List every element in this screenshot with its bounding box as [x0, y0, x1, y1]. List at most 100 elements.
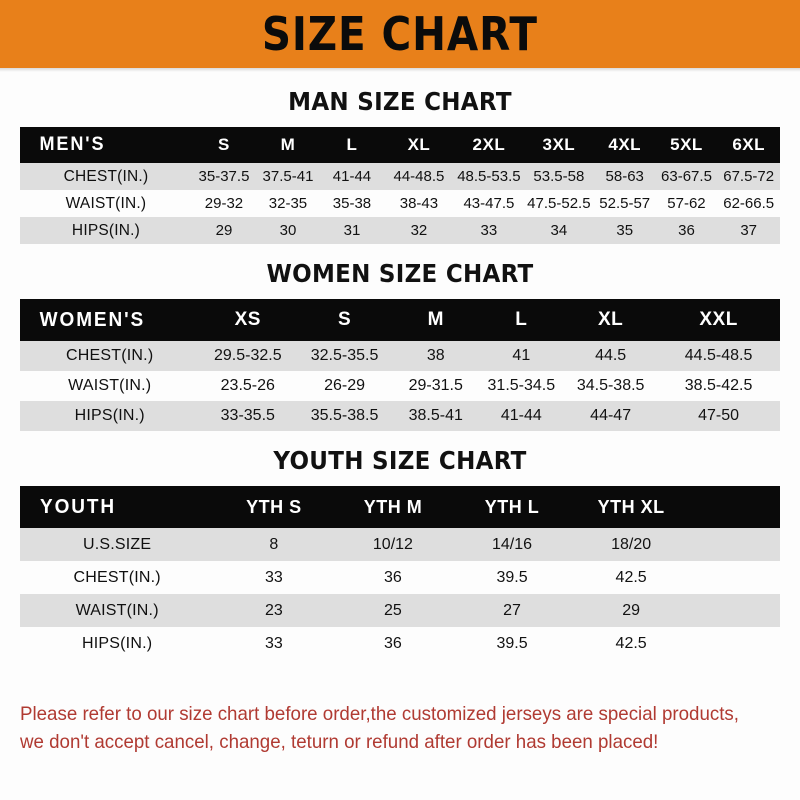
youth-chest-xl: 42.5 [615, 568, 647, 586]
women-col-header-l: L [515, 309, 528, 330]
men-chest-3xl: 53.5-58 [533, 168, 585, 185]
men-hips-6xl: 37 [740, 222, 758, 239]
youth-waist-s: 23 [264, 601, 283, 619]
women-hips-xxl: 47-50 [698, 407, 740, 424]
men-row-label-hips: HIPS(IN.) [71, 221, 141, 239]
men-col-header-s: S [218, 135, 230, 154]
women-hips-xs: 33-35.5 [220, 407, 275, 424]
women-waist-l: 31.5-34.5 [487, 377, 556, 394]
men-chest-l: 41-44 [332, 168, 372, 185]
men-row-label-waist: WAIST(IN.) [65, 194, 147, 212]
women-waist-xl: 34.5-38.5 [576, 377, 645, 394]
youth-col-header-spacer [691, 486, 780, 528]
women-waist-s: 26-29 [324, 377, 366, 394]
men-row-label-chest: CHEST(IN.) [63, 167, 149, 185]
youth-waist-spacer [691, 594, 780, 627]
women-waist-xs: 23.5-26 [220, 377, 275, 394]
men-col-header-xl: XL [407, 135, 431, 154]
footer-line-2: we don't accept cancel, change, teturn o… [20, 731, 659, 753]
table-row: HIPS(IN.) 33 36 39.5 42.5 [20, 627, 780, 660]
men-waist-4xl: 52.5-57 [599, 195, 651, 212]
page-banner: SIZE CHART [0, 0, 800, 68]
women-row-label-header: WOMEN'S [39, 308, 146, 331]
men-chest-m: 37.5-41 [262, 168, 314, 185]
men-hips-m: 30 [279, 222, 297, 239]
women-table-body: CHEST(IN.) 29.5-32.5 32.5-35.5 38 41 44.… [20, 341, 780, 431]
table-row: HIPS(IN.) 33-35.5 35.5-38.5 38.5-41 41-4… [20, 401, 780, 431]
women-hips-l: 41-44 [500, 407, 542, 424]
men-chest-s: 35-37.5 [198, 168, 250, 185]
men-hips-s: 29 [215, 222, 233, 239]
men-size-table: MEN'S S M L XL 2XL 3XL 4XL 5XL 6XL CHEST [20, 127, 780, 244]
youth-row-label-waist: WAIST(IN.) [75, 601, 159, 619]
men-chest-2xl: 48.5-53.5 [457, 168, 521, 185]
youth-header-row: YOUTH YTH S YTH M YTH L YTH XL [20, 486, 780, 528]
women-chest-xxl: 44.5-48.5 [684, 347, 753, 364]
footer-line-1: Please refer to our size chart before or… [20, 702, 739, 725]
women-col-header-xs: XS [234, 309, 261, 330]
table-row: WAIST(IN.) 29-32 32-35 35-38 38-43 43-47… [20, 190, 780, 217]
men-waist-s: 29-32 [204, 195, 244, 212]
women-header-row: WOMEN'S XS S M L XL XXL [20, 299, 780, 341]
table-row: CHEST(IN.) 35-37.5 37.5-41 41-44 44-48.5… [20, 163, 780, 190]
women-chest-l: 41 [512, 347, 531, 364]
women-hips-m: 38.5-41 [408, 407, 463, 424]
women-table-head: WOMEN'S XS S M L XL XXL [20, 299, 780, 341]
youth-size-table: YOUTH YTH S YTH M YTH L YTH XL U.S.SIZE … [20, 486, 780, 660]
men-col-header-2xl: 2XL [472, 135, 506, 154]
page-title: SIZE CHART [261, 7, 538, 61]
men-col-header-4xl: 4XL [608, 135, 642, 154]
youth-col-header-ythm-s: YTH S [246, 496, 302, 517]
men-col-header-6xl: 6XL [732, 135, 766, 154]
youth-row-label-ussize: U.S.SIZE [83, 535, 152, 553]
youth-hips-s: 33 [264, 634, 283, 652]
men-table-head: MEN'S S M L XL 2XL 3XL 4XL 5XL 6XL [20, 127, 780, 163]
youth-row-label-hips: HIPS(IN.) [82, 634, 153, 652]
table-row: WAIST(IN.) 23 25 27 29 [20, 594, 780, 627]
youth-chest-m: 36 [384, 568, 402, 586]
youth-row-label-chest: CHEST(IN.) [73, 568, 161, 586]
youth-table-body: U.S.SIZE 8 10/12 14/16 18/20 CHEST(IN.) … [20, 528, 780, 660]
youth-col-header-ythm-l: YTH L [484, 496, 540, 517]
youth-col-header-ythm-xl: YTH XL [597, 496, 665, 517]
youth-hips-xl: 42.5 [615, 634, 647, 652]
men-table-body: CHEST(IN.) 35-37.5 37.5-41 41-44 44-48.5… [20, 163, 780, 244]
women-chest-m: 38 [426, 347, 445, 364]
women-row-label-chest: CHEST(IN.) [66, 347, 154, 364]
men-col-header-l: L [346, 135, 358, 154]
youth-chest-spacer [691, 561, 780, 594]
youth-waist-m: 25 [384, 601, 402, 619]
section-women: WOMEN SIZE CHART WOMEN'S XS S M L XL XXL [20, 244, 780, 431]
youth-hips-m: 36 [384, 634, 402, 652]
men-waist-6xl: 62-66.5 [723, 195, 775, 212]
youth-chest-l: 39.5 [496, 568, 528, 586]
chart-content: MAN SIZE CHART MEN'S S M L XL 2XL 3XL 4X… [0, 72, 800, 800]
section-men: MAN SIZE CHART MEN'S S M L XL 2XL 3XL 4X… [20, 72, 780, 244]
men-hips-5xl: 36 [678, 222, 695, 239]
women-waist-m: 29-31.5 [408, 377, 463, 394]
table-row: CHEST(IN.) 29.5-32.5 32.5-35.5 38 41 44.… [20, 341, 780, 371]
table-row: CHEST(IN.) 33 36 39.5 42.5 [20, 561, 780, 594]
men-hips-4xl: 35 [616, 222, 634, 239]
youth-ussize-s: 8 [269, 535, 279, 553]
youth-ussize-m: 10/12 [372, 535, 413, 553]
men-hips-l: 31 [343, 222, 361, 239]
men-waist-l: 35-38 [332, 195, 372, 212]
women-col-header-s: S [337, 309, 352, 330]
table-row: HIPS(IN.) 29 30 31 32 33 34 35 36 37 [20, 217, 780, 244]
men-waist-5xl: 57-62 [667, 195, 706, 212]
women-row-label-hips: HIPS(IN.) [74, 407, 145, 424]
men-header-row: MEN'S S M L XL 2XL 3XL 4XL 5XL 6XL [20, 127, 780, 163]
women-hips-xl: 44-47 [590, 407, 632, 424]
women-chest-s: 32.5-35.5 [310, 347, 379, 364]
table-row: WAIST(IN.) 23.5-26 26-29 29-31.5 31.5-34… [20, 371, 780, 401]
youth-row-label-header: YOUTH [40, 495, 117, 518]
youth-table-head: YOUTH YTH S YTH M YTH L YTH XL [20, 486, 780, 528]
youth-hips-l: 39.5 [496, 634, 528, 652]
section-youth: YOUTH SIZE CHART YOUTH YTH S YTH M YTH L… [20, 431, 780, 660]
men-hips-2xl: 33 [480, 222, 498, 239]
men-waist-2xl: 43-47.5 [463, 195, 515, 212]
men-col-header-5xl: 5XL [670, 135, 703, 154]
women-col-header-xl: XL [598, 309, 624, 330]
youth-col-header-ythm-m: YTH M [363, 496, 423, 517]
